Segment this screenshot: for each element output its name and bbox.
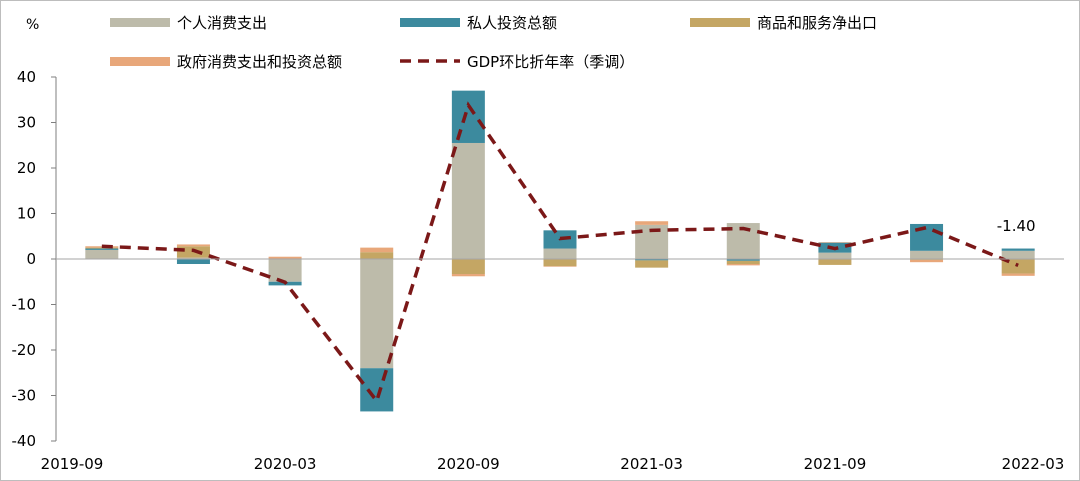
- x-tick-label: 2020-09: [437, 455, 500, 473]
- legend-label: 政府消费支出和投资总额: [177, 53, 342, 71]
- bar-segment: [910, 250, 944, 259]
- gdp-line: [101, 101, 1019, 405]
- legend-swatch: [400, 18, 460, 27]
- bar-segment: [635, 259, 669, 261]
- legend-label: 私人投资总额: [467, 14, 557, 32]
- y-tick-label: 10: [17, 205, 36, 223]
- bar-segment: [360, 368, 394, 412]
- data-labels: -1.40: [997, 217, 1036, 235]
- bar-segment: [910, 223, 944, 251]
- bar-segment: [360, 252, 394, 259]
- legend-label: GDP环比折年率（季调）: [467, 53, 634, 71]
- bar-segment: [451, 90, 485, 143]
- y-tick-label: 0: [26, 250, 36, 268]
- bar-segment: [1001, 259, 1035, 274]
- x-tick-label: 2021-03: [620, 455, 683, 473]
- bar-segment: [635, 260, 669, 268]
- x-axis: 2019-09 2020-03 2020-09 2021-03 2021-09 2022-…: [41, 258, 1065, 473]
- bar-segment: [726, 259, 760, 261]
- bar-segment: [1001, 250, 1035, 259]
- legend-swatch: [690, 18, 750, 27]
- bar-segment: [360, 247, 394, 253]
- x-tick-label: 2019-09: [41, 455, 104, 473]
- bar-segment: [176, 244, 210, 247]
- bar-segment: [268, 259, 302, 282]
- bar-segment: [818, 259, 852, 265]
- y-tick-label: 30: [17, 114, 36, 132]
- bar-segment: [543, 266, 577, 267]
- bar-segment: [85, 249, 119, 259]
- bar-segment: [360, 259, 394, 369]
- gdp-data-label: -1.40: [997, 217, 1036, 235]
- gdp-line-group: [101, 101, 1019, 405]
- x-tick-label: 2022-03: [1002, 455, 1065, 473]
- y-tick-label: -20: [12, 341, 37, 359]
- bars-group: [85, 90, 1035, 412]
- bar-segment: [543, 248, 577, 259]
- bar-segment: [726, 260, 760, 265]
- bar-segment: [818, 242, 852, 243]
- bar-segment: [543, 259, 577, 267]
- legend-label: 商品和服务净出口: [757, 14, 877, 32]
- legend-label: 个人消费支出: [177, 14, 267, 32]
- bar-segment: [451, 142, 485, 259]
- x-tick-label: 2021-09: [804, 455, 867, 473]
- bar-segment: [85, 248, 119, 250]
- bar-segment: [1001, 273, 1035, 276]
- bar-segment: [635, 221, 669, 225]
- x-tick-label: 2020-03: [254, 455, 317, 473]
- legend-swatch: [110, 18, 170, 27]
- bar-segment: [726, 264, 760, 266]
- bar-segment: [1001, 248, 1035, 251]
- y-tick-label: -40: [12, 432, 37, 450]
- bar-segment: [451, 274, 485, 277]
- y-axis: 40 30 20 10 0 -10 -20 -30 -40: [12, 68, 57, 450]
- bar-segment: [268, 256, 302, 259]
- y-tick-label: -30: [12, 387, 37, 405]
- y-tick-label: -10: [12, 296, 37, 314]
- bar-segment: [176, 259, 210, 265]
- legend-swatch: [110, 57, 170, 66]
- bar-segment: [818, 252, 852, 259]
- bar-segment: [451, 259, 485, 275]
- y-tick-label: 20: [17, 159, 36, 177]
- y-tick-label: 40: [17, 68, 36, 86]
- bar-segment: [910, 259, 944, 263]
- bar-segment: [85, 247, 119, 249]
- bar-segment: [176, 257, 210, 259]
- y-axis-unit-label: %: [26, 17, 39, 33]
